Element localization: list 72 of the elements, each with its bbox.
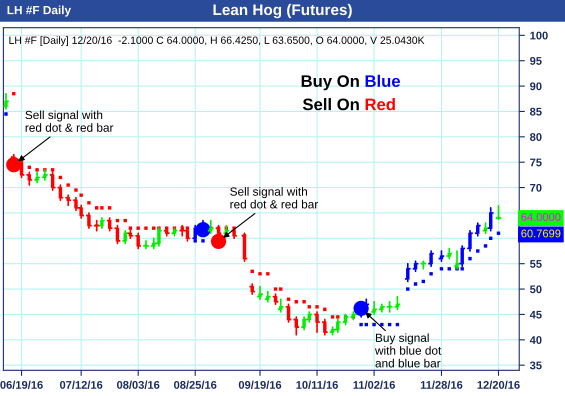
candlestick xyxy=(284,303,292,323)
candlestick xyxy=(64,194,72,206)
y-tick-label: 35 xyxy=(530,361,542,370)
y-tick-label: 95 xyxy=(530,56,542,65)
annotation: Sell signal with red dot & red bar xyxy=(230,187,318,208)
candlestick xyxy=(370,300,378,316)
annotation: Buy On Blue xyxy=(302,74,400,90)
y-tick-label: 40 xyxy=(530,336,542,344)
candlestick xyxy=(466,230,474,252)
x-tick-label: 08/03/16 xyxy=(117,380,160,389)
x-tick-label: 12/20/16 xyxy=(478,380,520,389)
candlestick xyxy=(134,232,142,250)
candlestick xyxy=(26,172,33,186)
y-tick-label: 100 xyxy=(530,32,548,40)
candlestick xyxy=(420,260,428,270)
candlestick xyxy=(126,230,134,240)
annotation: Sell signal with red dot & red bar xyxy=(25,110,114,132)
candlestick xyxy=(98,217,106,230)
candlestick xyxy=(378,303,386,313)
candlestick xyxy=(321,318,329,336)
candlestick xyxy=(85,212,93,230)
candlestick xyxy=(142,240,150,250)
x-tick-label: 10/11/16 xyxy=(296,380,338,389)
candlestick xyxy=(272,293,280,306)
candlestick xyxy=(482,222,490,234)
candlestick xyxy=(458,245,466,268)
candlestick xyxy=(277,298,284,313)
candlestick xyxy=(487,207,494,232)
candlestick xyxy=(474,222,482,237)
y-tick-label: 80 xyxy=(530,133,542,141)
candlestick xyxy=(114,224,122,244)
candlestick xyxy=(438,250,446,262)
candlestick xyxy=(404,262,412,282)
candlestick xyxy=(264,290,272,303)
text: LH #F Daily xyxy=(8,6,72,17)
candlestick xyxy=(56,184,64,202)
candlestick xyxy=(412,260,420,272)
text: 60.7699 xyxy=(521,230,560,238)
y-tick-label: 85 xyxy=(530,108,542,116)
candlestick xyxy=(122,230,129,244)
point xyxy=(210,234,226,249)
candlestick xyxy=(256,286,264,300)
candlestick xyxy=(494,205,502,220)
text: 64.0000 xyxy=(521,213,561,222)
candlestick xyxy=(313,311,321,334)
x-tick-label: 08/25/16 xyxy=(174,380,216,389)
candlestick xyxy=(446,248,453,260)
y-tick-label: 90 xyxy=(530,82,542,90)
candlestick xyxy=(394,296,402,310)
x-tick-label: 11/28/16 xyxy=(420,380,462,389)
chart-title: Lean Hog (Futures) xyxy=(214,4,352,18)
annotation: Buy signal with blue dot and blue bar xyxy=(374,333,442,368)
candlestick xyxy=(427,250,435,268)
candlestick xyxy=(3,92,10,110)
x-tick-label: 09/19/16 xyxy=(238,380,282,389)
y-tick-label: 70 xyxy=(530,184,542,192)
text: LH #F [Daily] 12/20/16 -2.1000 C 64.0000, H 66.4250, L 63.6500, O 64.0000, V 25.0430K xyxy=(9,36,424,46)
candlestick xyxy=(33,172,41,184)
candlestick xyxy=(386,300,394,313)
y-tick-label: 75 xyxy=(530,158,542,166)
candlestick xyxy=(48,172,56,191)
x-tick-label: 11/02/16 xyxy=(353,380,395,389)
y-tick-label: 45 xyxy=(530,310,542,319)
x-tick-label: 07/12/16 xyxy=(60,380,102,389)
candlestick xyxy=(93,220,100,232)
candlestick xyxy=(106,217,114,232)
x-tick-label: 06/19/16 xyxy=(0,380,43,389)
candlestick xyxy=(292,316,300,336)
y-tick-label: 50 xyxy=(530,285,542,294)
annotation: Sell On Red xyxy=(302,98,395,110)
y-tick-label: 55 xyxy=(530,260,542,268)
candlestick xyxy=(248,283,256,295)
